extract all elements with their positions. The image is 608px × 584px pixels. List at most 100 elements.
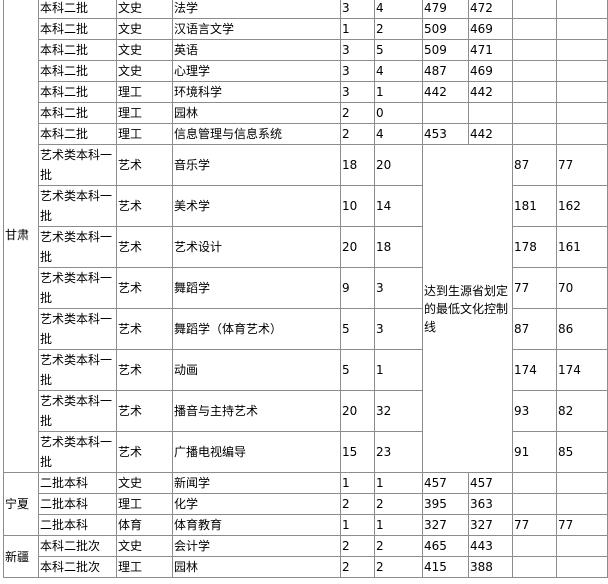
max-score-cell: 479 (422, 0, 469, 19)
table-row: 艺术类本科一批 艺术 播音与主持艺术 20 32 93 82 (4, 390, 608, 432)
plan-cell: 2 (340, 102, 375, 124)
category-cell: 艺术 (116, 226, 173, 268)
table-row: 二批本科 体育 体育教育 1 1 327 327 77 77 (4, 514, 608, 536)
category-cell: 文史 (116, 472, 173, 494)
batch-cell: 二批本科 (38, 514, 117, 536)
batch-cell: 艺术类本科一批 (38, 226, 117, 268)
plan-cell: 1 (340, 514, 375, 536)
admitted-cell: 20 (374, 144, 423, 186)
major-cell: 音乐学 (172, 144, 341, 186)
batch-cell: 艺术类本科一批 (38, 349, 117, 391)
max-score-cell: 457 (422, 472, 469, 494)
pro-max-cell (512, 123, 557, 145)
province-cell: 宁夏 (3, 472, 39, 536)
admission-table: 甘肃 本科二批 文史 法学 3 4 479 472 本科二批 文史 汉语言文学 1 2 509 469 本科二… (3, 0, 608, 578)
min-score-cell: 472 (468, 0, 513, 19)
pro-max-cell: 87 (512, 308, 557, 350)
admitted-cell: 1 (374, 472, 423, 494)
table-row: 宁夏 二批本科 文史 新闻学 1 1 457 457 (3, 472, 608, 536)
category-cell: 文史 (116, 60, 173, 82)
category-cell: 文史 (116, 535, 173, 557)
max-score-cell (422, 102, 469, 124)
batch-cell: 二批本科 (38, 472, 117, 494)
min-score-cell: 469 (468, 60, 513, 82)
pro-max-cell (512, 81, 557, 103)
batch-cell: 二批本科 (38, 493, 117, 515)
pro-max-cell: 178 (512, 226, 557, 268)
max-score-cell: 509 (422, 18, 469, 40)
plan-cell: 20 (340, 390, 375, 432)
pro-max-cell: 91 (512, 431, 557, 473)
admitted-cell: 4 (374, 60, 423, 82)
major-cell: 广播电视编导 (172, 431, 341, 473)
major-cell: 会计学 (172, 535, 341, 557)
plan-cell: 2 (340, 535, 375, 557)
major-cell: 化学 (172, 493, 341, 515)
batch-cell: 本科二批 (38, 60, 117, 82)
plan-cell: 2 (340, 493, 375, 515)
batch-cell: 艺术类本科一批 (38, 308, 117, 350)
pro-min-cell (556, 102, 608, 124)
pro-max-cell: 77 (512, 267, 557, 309)
plan-cell: 3 (340, 0, 375, 19)
table-row: 艺术类本科一批 艺术 舞蹈学（体育艺术） 5 3 87 86 (4, 308, 608, 350)
pro-max-cell (512, 472, 557, 494)
pro-min-cell (556, 556, 608, 578)
category-cell: 文史 (116, 0, 173, 19)
pro-max-cell: 77 (512, 514, 557, 536)
max-score-cell: 395 (422, 493, 469, 515)
batch-cell: 本科二批 (38, 39, 117, 61)
batch-cell: 本科二批 (38, 102, 117, 124)
pro-min-cell (556, 39, 608, 61)
table-row: 艺术类本科一批 艺术 美术学 10 14 181 162 (4, 185, 608, 227)
pro-max-cell (512, 556, 557, 578)
min-score-cell: 471 (468, 39, 513, 61)
pro-max-cell: 174 (512, 349, 557, 391)
table-row: 本科二批 文史 心理学 3 4 487 469 (4, 60, 608, 82)
batch-cell: 艺术类本科一批 (38, 144, 117, 186)
pro-min-cell (556, 0, 608, 19)
major-cell: 动画 (172, 349, 341, 391)
admitted-cell: 1 (374, 81, 423, 103)
pro-max-cell (512, 493, 557, 515)
max-score-cell: 327 (422, 514, 469, 536)
max-score-cell: 509 (422, 39, 469, 61)
min-score-cell (468, 102, 513, 124)
plan-cell: 20 (340, 226, 375, 268)
batch-cell: 艺术类本科一批 (38, 267, 117, 309)
max-score-cell: 442 (422, 81, 469, 103)
admitted-cell: 1 (374, 514, 423, 536)
max-score-cell: 487 (422, 60, 469, 82)
pro-min-cell: 82 (556, 390, 608, 432)
category-cell: 体育 (116, 514, 173, 536)
plan-cell: 2 (340, 123, 375, 145)
admitted-cell: 2 (374, 556, 423, 578)
table-row: 艺术类本科一批 艺术 广播电视编导 15 23 91 85 (4, 431, 608, 473)
pro-max-cell (512, 18, 557, 40)
table-row: 本科二批 文史 英语 3 5 509 471 (4, 39, 608, 61)
pro-max-cell (512, 39, 557, 61)
pro-min-cell (556, 123, 608, 145)
plan-cell: 5 (340, 349, 375, 391)
pro-min-cell: 70 (556, 267, 608, 309)
pro-min-cell (556, 18, 608, 40)
table-row: 本科二批 理工 信息管理与信息系统 2 4 453 442 (4, 123, 608, 145)
pro-min-cell: 86 (556, 308, 608, 350)
batch-cell: 艺术类本科一批 (38, 431, 117, 473)
table-row: 本科二批 理工 环境科学 3 1 442 442 (4, 81, 608, 103)
batch-cell: 本科二批 (38, 81, 117, 103)
table-row: 本科二批 文史 汉语言文学 1 2 509 469 (4, 18, 608, 40)
category-cell: 理工 (116, 81, 173, 103)
table-row: 艺术类本科一批 艺术 艺术设计 20 18 178 161 (4, 226, 608, 268)
admitted-cell: 3 (374, 267, 423, 309)
pro-max-cell (512, 535, 557, 557)
batch-cell: 本科二批 (38, 18, 117, 40)
category-cell: 理工 (116, 102, 173, 124)
table-row: 艺术类本科一批 艺术 音乐学 18 20 达到生源省划定的最低文化控制线 87 77 (4, 144, 608, 473)
plan-cell: 10 (340, 185, 375, 227)
category-cell: 艺术 (116, 390, 173, 432)
major-cell: 舞蹈学（体育艺术） (172, 308, 341, 350)
category-cell: 艺术 (116, 144, 173, 186)
plan-cell: 5 (340, 308, 375, 350)
pro-min-cell: 77 (556, 144, 608, 186)
